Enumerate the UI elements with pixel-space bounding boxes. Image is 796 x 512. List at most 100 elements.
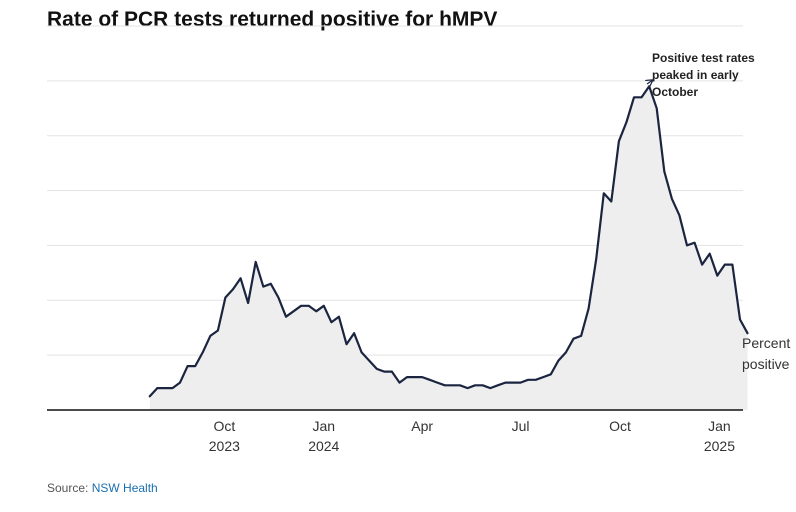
data-point <box>413 376 416 378</box>
data-point <box>497 384 499 386</box>
data-point <box>641 96 643 98</box>
data-point <box>239 277 242 279</box>
data-point <box>209 335 211 337</box>
data-point <box>277 296 279 299</box>
x-tick-label: Jan <box>313 418 336 434</box>
data-point <box>519 381 522 384</box>
annotation-arrow <box>647 80 652 84</box>
data-point <box>603 192 605 194</box>
data-point <box>504 381 506 384</box>
data-point <box>678 214 681 216</box>
source-link[interactable]: NSW Health <box>91 481 158 495</box>
chart-title: Rate of PCR tests returned positive for … <box>47 8 498 31</box>
x-axis-ticks: Oct 2023 Jan 2024 Apr Jul Oct Jan 2025 <box>209 418 735 454</box>
annotation-text: peaked in early <box>652 68 739 82</box>
x-tick-year: 2023 <box>209 438 240 454</box>
data-point <box>345 343 348 345</box>
data-point <box>436 381 438 384</box>
data-point <box>550 373 552 375</box>
source-note: Source: NSW Health <box>47 481 158 495</box>
data-point <box>709 253 711 255</box>
data-point <box>724 264 726 266</box>
x-tick-year: 2024 <box>308 438 339 454</box>
x-tick-label: Oct <box>609 418 631 434</box>
data-point <box>451 384 454 386</box>
data-point <box>232 288 234 290</box>
data-point <box>255 261 257 263</box>
data-point <box>285 316 287 318</box>
end-label: Percent positive <box>742 335 790 372</box>
data-point <box>149 395 151 397</box>
data-point <box>588 307 590 310</box>
data-point <box>338 316 340 318</box>
data-point <box>179 381 181 384</box>
data-point <box>429 379 431 381</box>
data-point <box>171 387 174 389</box>
annotations: Positive test rates peaked in early Octobe… <box>647 51 755 99</box>
data-point <box>156 387 158 389</box>
data-point <box>391 371 393 373</box>
data-point <box>693 242 696 244</box>
data-point <box>368 360 370 362</box>
data-point <box>376 368 378 370</box>
data-point <box>421 376 423 378</box>
data-point <box>164 387 166 389</box>
x-tick-label: Oct <box>213 418 235 434</box>
data-point <box>610 200 612 203</box>
data-point <box>315 310 317 312</box>
data-point <box>353 332 355 334</box>
data-point <box>686 244 688 247</box>
data-point <box>731 264 734 266</box>
x-tick-label: Apr <box>411 418 433 434</box>
data-point <box>512 381 514 384</box>
data-point <box>292 310 295 312</box>
data-point <box>716 275 718 277</box>
series-area <box>149 86 748 411</box>
data-point <box>398 381 401 384</box>
data-point <box>217 329 219 332</box>
x-tick-label: Jan <box>708 418 731 434</box>
chart: Oct 2023 Jan 2024 Apr Jul Oct Jan 2025 Positive … <box>47 25 790 454</box>
x-tick-label: Jul <box>512 418 530 434</box>
data-point <box>383 371 385 373</box>
x-tick-year: 2025 <box>704 438 735 454</box>
data-point <box>663 170 665 172</box>
data-point <box>308 305 310 307</box>
data-point <box>701 264 703 266</box>
annotation-text: October <box>652 85 698 99</box>
data-points <box>149 85 749 397</box>
data-point <box>361 351 363 353</box>
data-point <box>489 387 491 389</box>
data-point <box>466 387 469 389</box>
data-point <box>262 285 264 288</box>
data-point <box>474 384 476 386</box>
data-point <box>542 376 544 378</box>
data-point <box>572 338 575 340</box>
data-point <box>482 384 484 386</box>
data-point <box>648 85 650 87</box>
data-point <box>656 107 658 109</box>
data-point <box>565 351 567 353</box>
data-point <box>224 296 227 299</box>
source-label: Source: <box>47 481 89 495</box>
data-point <box>527 379 529 381</box>
data-point <box>406 376 408 378</box>
data-point <box>671 198 673 200</box>
data-point <box>194 365 196 367</box>
data-point <box>535 379 537 381</box>
data-point <box>444 384 446 386</box>
data-point <box>300 305 302 307</box>
data-point <box>202 351 204 353</box>
data-point <box>739 318 741 321</box>
data-point <box>633 96 635 98</box>
data-point <box>625 121 628 123</box>
data-point <box>746 332 749 334</box>
data-point <box>618 140 620 142</box>
end-label-line: positive <box>742 356 790 372</box>
series-line <box>148 85 749 398</box>
data-point <box>580 335 582 337</box>
annotation-text: Positive test rates <box>652 51 755 65</box>
data-point <box>557 360 559 362</box>
data-point <box>323 305 325 307</box>
data-point <box>247 302 249 304</box>
